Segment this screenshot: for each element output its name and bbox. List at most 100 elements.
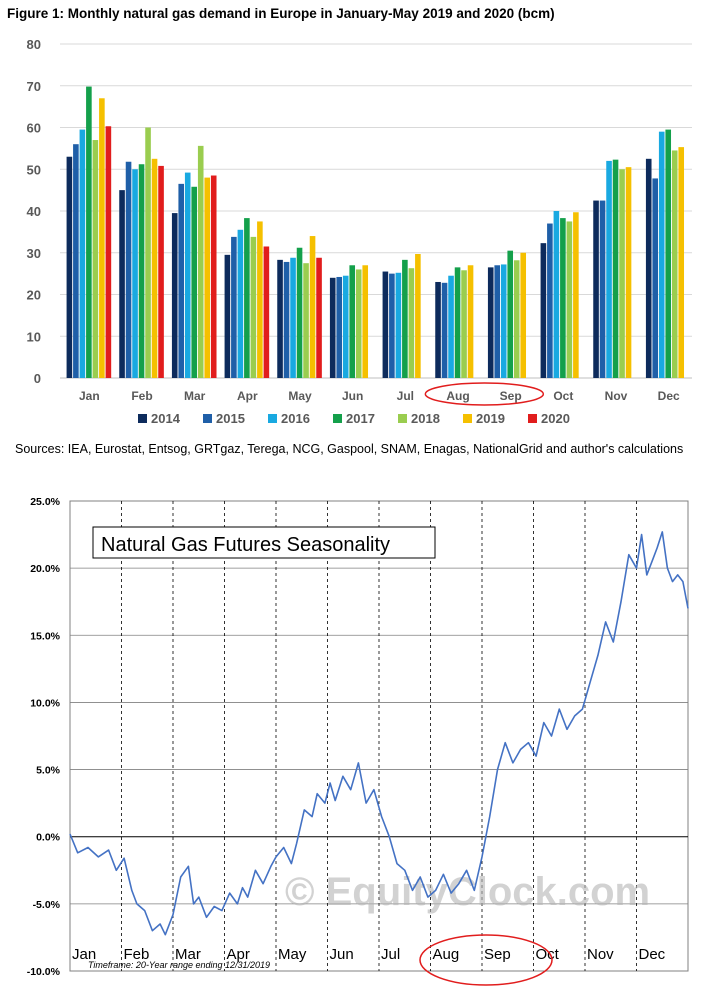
month-label: Jan (72, 946, 96, 963)
bar-2018-jul (408, 268, 415, 378)
bar-2014-nov (593, 200, 599, 378)
y-tick-label: 70 (27, 79, 41, 94)
month-label: Sep (484, 946, 511, 963)
bar-2019-may (309, 236, 316, 378)
month-label: Dec (639, 946, 666, 963)
aug-sep-highlight (424, 382, 545, 406)
month-labels: Jan Feb Mar Apr May Jun Jul Aug Sep Oct Nov Dec (72, 946, 666, 963)
bar-2020-mar (210, 175, 217, 378)
x-tick-label: Jun (342, 389, 363, 403)
bar-2015-jan (73, 144, 79, 378)
x-tick-label: Dec (658, 389, 680, 403)
bar-2014-feb (119, 190, 125, 379)
bar-2019-jan (99, 98, 105, 379)
bar-2019-dec (678, 147, 685, 378)
y-tick-label: 0.0% (36, 832, 61, 844)
bar-2014-sep (487, 267, 494, 378)
timeframe-note: Timeframe: 20-Year range ending 12/31/20… (88, 960, 270, 970)
y-tick-label: 5.0% (36, 765, 61, 777)
bar-2019-sep (520, 252, 527, 378)
month-label: May (278, 946, 307, 963)
bar-2015-nov (599, 200, 606, 378)
y-tick-label: 40 (27, 204, 41, 219)
y-tick-label: 10 (27, 329, 41, 344)
bar-2019-oct (573, 212, 579, 378)
x-tick-label: Apr (237, 389, 258, 403)
demand-bar-chart: 0 10 20 30 40 50 60 70 80 Jan Feb Mar Apr May Jun Jul A… (0, 25, 703, 437)
bar-2014-mar (171, 213, 178, 378)
bar-2014-may (277, 259, 283, 378)
bar-2014-dec (645, 158, 652, 378)
month-label: Aug (433, 946, 460, 963)
y-tick-label: 0 (34, 371, 41, 386)
bar-2018-mar (197, 145, 204, 378)
bar-2016-jun (342, 275, 349, 378)
legend-swatch-2020 (528, 414, 537, 423)
bar-2016-nov (606, 160, 612, 378)
legend-swatch-2014 (138, 414, 147, 423)
bar-2015-jul (389, 273, 395, 379)
bar-2015-may (283, 261, 290, 378)
bar-2019-jul (415, 254, 421, 378)
legend-swatch-2018 (398, 414, 407, 423)
bar-2017-aug (454, 267, 461, 378)
bar-2016-oct (553, 211, 560, 378)
bar-2017-may (296, 247, 303, 378)
bar-2018-jun (355, 269, 362, 378)
bar-2018-feb (145, 127, 151, 378)
bar-2015-dec (652, 178, 659, 378)
bar-2016-may (290, 257, 296, 378)
y-tick-label: -10.0% (27, 966, 61, 978)
legend-label: 2019 (476, 411, 505, 426)
bar-2017-jul (402, 259, 408, 378)
bar-2020-apr (263, 246, 270, 378)
bar-2015-oct (547, 223, 553, 378)
seasonality-line (69, 531, 689, 936)
bar-2014-jun (329, 277, 336, 378)
y-tick-label: 80 (27, 37, 41, 52)
chart-title: Natural Gas Futures Seasonality (101, 534, 390, 556)
y-tick-labels: 0 10 20 30 40 50 60 70 80 (27, 37, 41, 386)
highlight-ellipse (419, 934, 553, 986)
x-tick-label: Aug (446, 389, 469, 403)
month-label: Apr (227, 946, 250, 963)
seasonality-series (69, 531, 689, 936)
bar-2016-jan (79, 129, 86, 378)
bar-2017-nov (612, 159, 619, 378)
x-tick-label: Feb (131, 389, 152, 403)
y-tick-labels: -10.0% -5.0% 0.0% 5.0% 10.0% 15.0% 20.0% 25.0% (27, 496, 61, 978)
x-tick-label: Jul (397, 389, 414, 403)
bar-2019-mar (204, 177, 211, 378)
y-tick-label: 30 (27, 246, 41, 261)
month-dividers (121, 501, 637, 971)
bar-series (66, 86, 685, 379)
legend-swatch-2019 (463, 414, 472, 423)
legend-swatch-2015 (203, 414, 212, 423)
bar-2019-jun (362, 265, 369, 378)
month-label: Oct (536, 946, 560, 963)
y-tick-label: 60 (27, 121, 41, 136)
bar-2019-nov (625, 167, 632, 378)
watermark: © EquityClock.com (285, 870, 650, 914)
bar-2018-nov (619, 169, 625, 378)
legend-swatch-2017 (333, 414, 342, 423)
bar-2017-mar (191, 186, 198, 378)
y-tick-label: 10.0% (30, 697, 60, 709)
y-tick-label: 20.0% (30, 563, 60, 575)
month-label: Nov (587, 946, 614, 963)
sources-note: Sources: IEA, Eurostat, Entsog, GRTgaz, … (15, 442, 684, 456)
bar-2015-feb (125, 161, 132, 378)
bar-2014-oct (540, 243, 547, 378)
bar-2017-oct (560, 218, 566, 378)
legend-label: 2018 (411, 411, 440, 426)
bar-2016-mar (184, 172, 191, 378)
bar-2015-aug (441, 282, 448, 378)
month-label: Jul (381, 946, 400, 963)
y-tick-label: -5.0% (33, 899, 61, 911)
bar-2015-jun (336, 276, 343, 378)
bar-2014-jul (382, 271, 389, 378)
seasonality-line-chart: -10.0%-5.0%0.0%5.0%10.0%15.0%20.0%25.0% … (27, 496, 689, 986)
title-box (92, 526, 436, 559)
bar-2017-sep (507, 250, 514, 378)
x-tick-label: Mar (184, 389, 206, 403)
